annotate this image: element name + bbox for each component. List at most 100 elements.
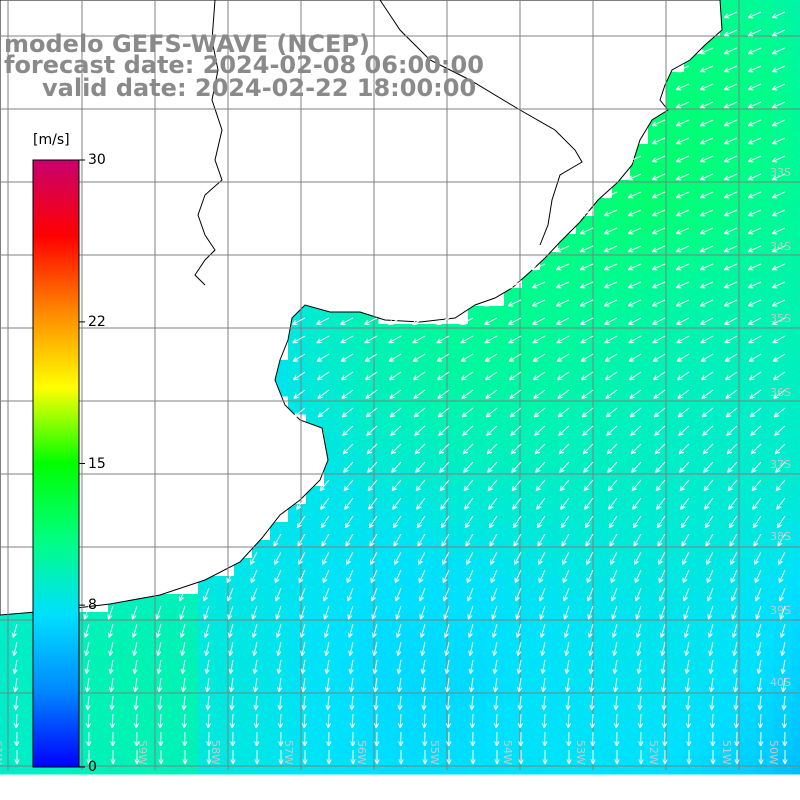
speed-cell	[738, 324, 757, 343]
speed-cell	[18, 702, 37, 721]
speed-cell	[504, 540, 523, 559]
speed-cell	[342, 630, 361, 649]
wind-arrow	[373, 713, 380, 729]
speed-cell	[396, 414, 415, 433]
wind-arrow	[414, 425, 426, 436]
speed-cell	[360, 378, 379, 397]
wind-arrow	[629, 389, 642, 399]
speed-cell	[270, 756, 289, 775]
speed-cell	[180, 738, 199, 757]
speed-cell	[558, 720, 577, 739]
speed-cell	[396, 612, 415, 631]
speed-cell	[324, 378, 343, 397]
title-valid-date: valid date: 2024-02-22 18:00:00	[42, 74, 477, 102]
wind-arrow	[699, 299, 714, 307]
speed-cell	[198, 666, 217, 685]
speed-cell	[774, 612, 793, 631]
wind-arrow	[346, 551, 354, 565]
wind-arrow	[292, 371, 306, 381]
speed-cell	[702, 216, 721, 235]
speed-cell	[288, 720, 307, 739]
wind-arrow	[683, 605, 690, 620]
wind-arrow	[750, 425, 762, 436]
speed-cell	[792, 324, 800, 343]
wind-arrow	[463, 479, 474, 492]
wind-arrow	[436, 371, 450, 381]
speed-cell	[486, 666, 505, 685]
wind-arrow	[465, 533, 474, 547]
wind-arrow	[675, 191, 690, 199]
speed-cell	[360, 324, 379, 343]
speed-cell	[702, 720, 721, 739]
speed-cell	[216, 756, 235, 775]
wind-arrow	[204, 641, 210, 656]
wind-arrow	[86, 750, 92, 765]
speed-cell	[666, 360, 685, 379]
wind-arrow	[396, 659, 402, 675]
speed-cell	[468, 666, 487, 685]
speed-cell	[792, 576, 800, 595]
speed-cell	[396, 666, 415, 685]
speed-cell	[684, 594, 703, 613]
speed-cell	[630, 576, 649, 595]
wind-arrow	[417, 533, 426, 547]
wind-arrow	[469, 713, 476, 729]
wind-arrow	[604, 317, 618, 325]
speed-cell	[702, 180, 721, 199]
speed-cell	[342, 486, 361, 505]
wind-arrow	[699, 47, 714, 55]
speed-cell	[270, 648, 289, 667]
speed-cell	[324, 432, 343, 451]
speed-cell	[720, 720, 739, 739]
speed-cell	[324, 540, 343, 559]
speed-cell	[396, 702, 415, 721]
speed-cell	[540, 306, 559, 325]
wind-arrow	[771, 119, 786, 127]
wind-arrow	[603, 209, 618, 217]
speed-cell	[450, 648, 469, 667]
wind-arrow	[556, 335, 570, 344]
speed-cell	[324, 414, 343, 433]
speed-cell	[504, 414, 523, 433]
wind-arrow	[605, 407, 618, 418]
wind-arrow	[205, 677, 211, 693]
wind-arrow	[250, 569, 258, 584]
wind-arrow	[206, 731, 212, 747]
wind-arrow	[637, 713, 644, 729]
speed-cell	[738, 144, 757, 163]
wind-arrow	[531, 281, 546, 289]
wind-arrow	[610, 587, 618, 602]
wind-arrow	[343, 479, 354, 492]
wind-arrow	[484, 353, 498, 362]
speed-cell	[684, 522, 703, 541]
speed-cell	[306, 342, 325, 361]
speed-cell	[486, 378, 505, 397]
speed-cell	[576, 540, 595, 559]
speed-cell	[18, 612, 37, 631]
wind-arrow	[636, 641, 642, 656]
wind-arrow	[611, 605, 618, 620]
wind-arrow	[779, 605, 786, 620]
wind-arrow	[730, 587, 738, 602]
wind-arrow	[508, 371, 522, 381]
speed-cell	[126, 756, 145, 775]
wind-arrow	[341, 389, 354, 399]
wind-arrow	[580, 317, 594, 325]
speed-cell	[630, 666, 649, 685]
speed-cell	[576, 432, 595, 451]
speed-cell	[522, 666, 541, 685]
speed-cell	[126, 738, 145, 757]
wind-arrow	[421, 713, 428, 729]
wind-arrow	[627, 263, 642, 271]
speed-cell	[756, 720, 775, 739]
speed-cell	[558, 486, 577, 505]
wind-arrow	[488, 497, 498, 510]
lat-label: 38S	[770, 530, 791, 543]
wind-arrow	[580, 335, 594, 344]
wind-arrow	[708, 641, 714, 656]
wind-arrow	[278, 750, 284, 765]
wind-arrow	[682, 587, 690, 602]
speed-cell	[180, 702, 199, 721]
wind-arrow	[699, 173, 714, 181]
speed-cell	[648, 540, 667, 559]
